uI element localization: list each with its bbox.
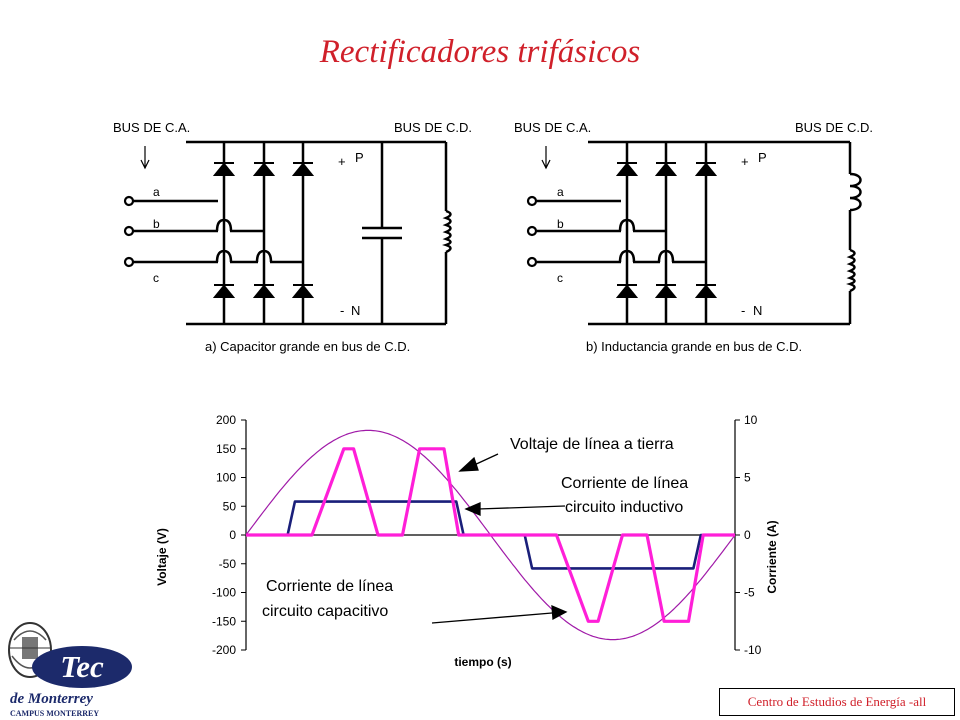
voltage-callout: Voltaje de línea a tierra (510, 436, 674, 453)
tec-logo: Tec de Monterrey CAMPUS MONTERREY (8, 622, 132, 718)
y-tick-label: -200 (212, 643, 236, 657)
y-tick-label: 50 (223, 499, 237, 513)
y2-tick-label: -10 (744, 643, 762, 657)
callout-arrows (431, 453, 568, 624)
circuit-a (133, 140, 452, 326)
neg-label-a: N (351, 303, 360, 318)
arrow-icon (541, 146, 551, 170)
capacitive-callout-1: Corriente de línea (266, 578, 393, 595)
inductive-callout-1: Corriente de línea (561, 475, 688, 492)
x-axis-label: tiempo (s) (454, 655, 511, 669)
logo-campus: CAMPUS MONTERREY (10, 709, 99, 718)
phase-c-label-b: c (557, 271, 563, 285)
neg-sign-b: - (741, 303, 745, 318)
phase-b-label: b (153, 217, 160, 231)
y-tick-label: 150 (216, 442, 236, 456)
pos-sign-a: + (338, 154, 346, 169)
y-tick-label: 0 (229, 528, 236, 542)
capacitive-callout-2: circuito capacitivo (262, 603, 388, 620)
y-tick-label: 200 (216, 413, 236, 427)
y2-tick-label: -5 (744, 586, 755, 600)
y2-tick-label: 5 (744, 471, 751, 485)
caption-a: a) Capacitor grande en bus de C.D. (205, 339, 410, 354)
phase-a-label: a (153, 185, 160, 199)
y2-tick-label: 10 (744, 413, 758, 427)
dc-bus-label-a: BUS DE C.D. (394, 120, 472, 135)
footer-credit: Centro de Estudios de Energía -all (719, 688, 955, 716)
circuit-a-terminals (123, 195, 135, 268)
y2-tick-label: 0 (744, 528, 751, 542)
y-axis-label: Voltaje (V) (155, 528, 169, 586)
phase-a-label-b: a (557, 185, 564, 199)
pos-sign-b: + (741, 154, 749, 169)
y-tick-label: -50 (219, 557, 237, 571)
slide-title: Rectificadores trifásicos (319, 34, 641, 70)
arrow-icon (140, 146, 150, 170)
circuit-b-terminals (526, 195, 538, 268)
phase-c-label: c (153, 271, 159, 285)
neg-label-b: N (753, 303, 762, 318)
y-tick-label: -150 (212, 614, 236, 628)
dc-bus-label-b: BUS DE C.D. (795, 120, 873, 135)
y-tick-label: 100 (216, 471, 236, 485)
y2-axis-label: Corriente (A) (765, 520, 779, 593)
phase-b-label-b: b (557, 217, 564, 231)
neg-sign-a: - (340, 303, 344, 318)
pos-label-a: P (355, 150, 364, 165)
logo-subtitle: de Monterrey (10, 691, 93, 707)
caption-b: b) Inductancia grande en bus de C.D. (586, 339, 802, 354)
logo-name: Tec (60, 649, 104, 684)
y-tick-label: -100 (212, 586, 236, 600)
inductive-callout-2: circuito inductivo (565, 499, 683, 516)
ac-bus-label-a: BUS DE C.A. (113, 120, 190, 135)
capacitive-current-line (246, 447, 735, 623)
pos-label-b: P (758, 150, 767, 165)
ac-bus-label-b: BUS DE C.A. (514, 120, 591, 135)
